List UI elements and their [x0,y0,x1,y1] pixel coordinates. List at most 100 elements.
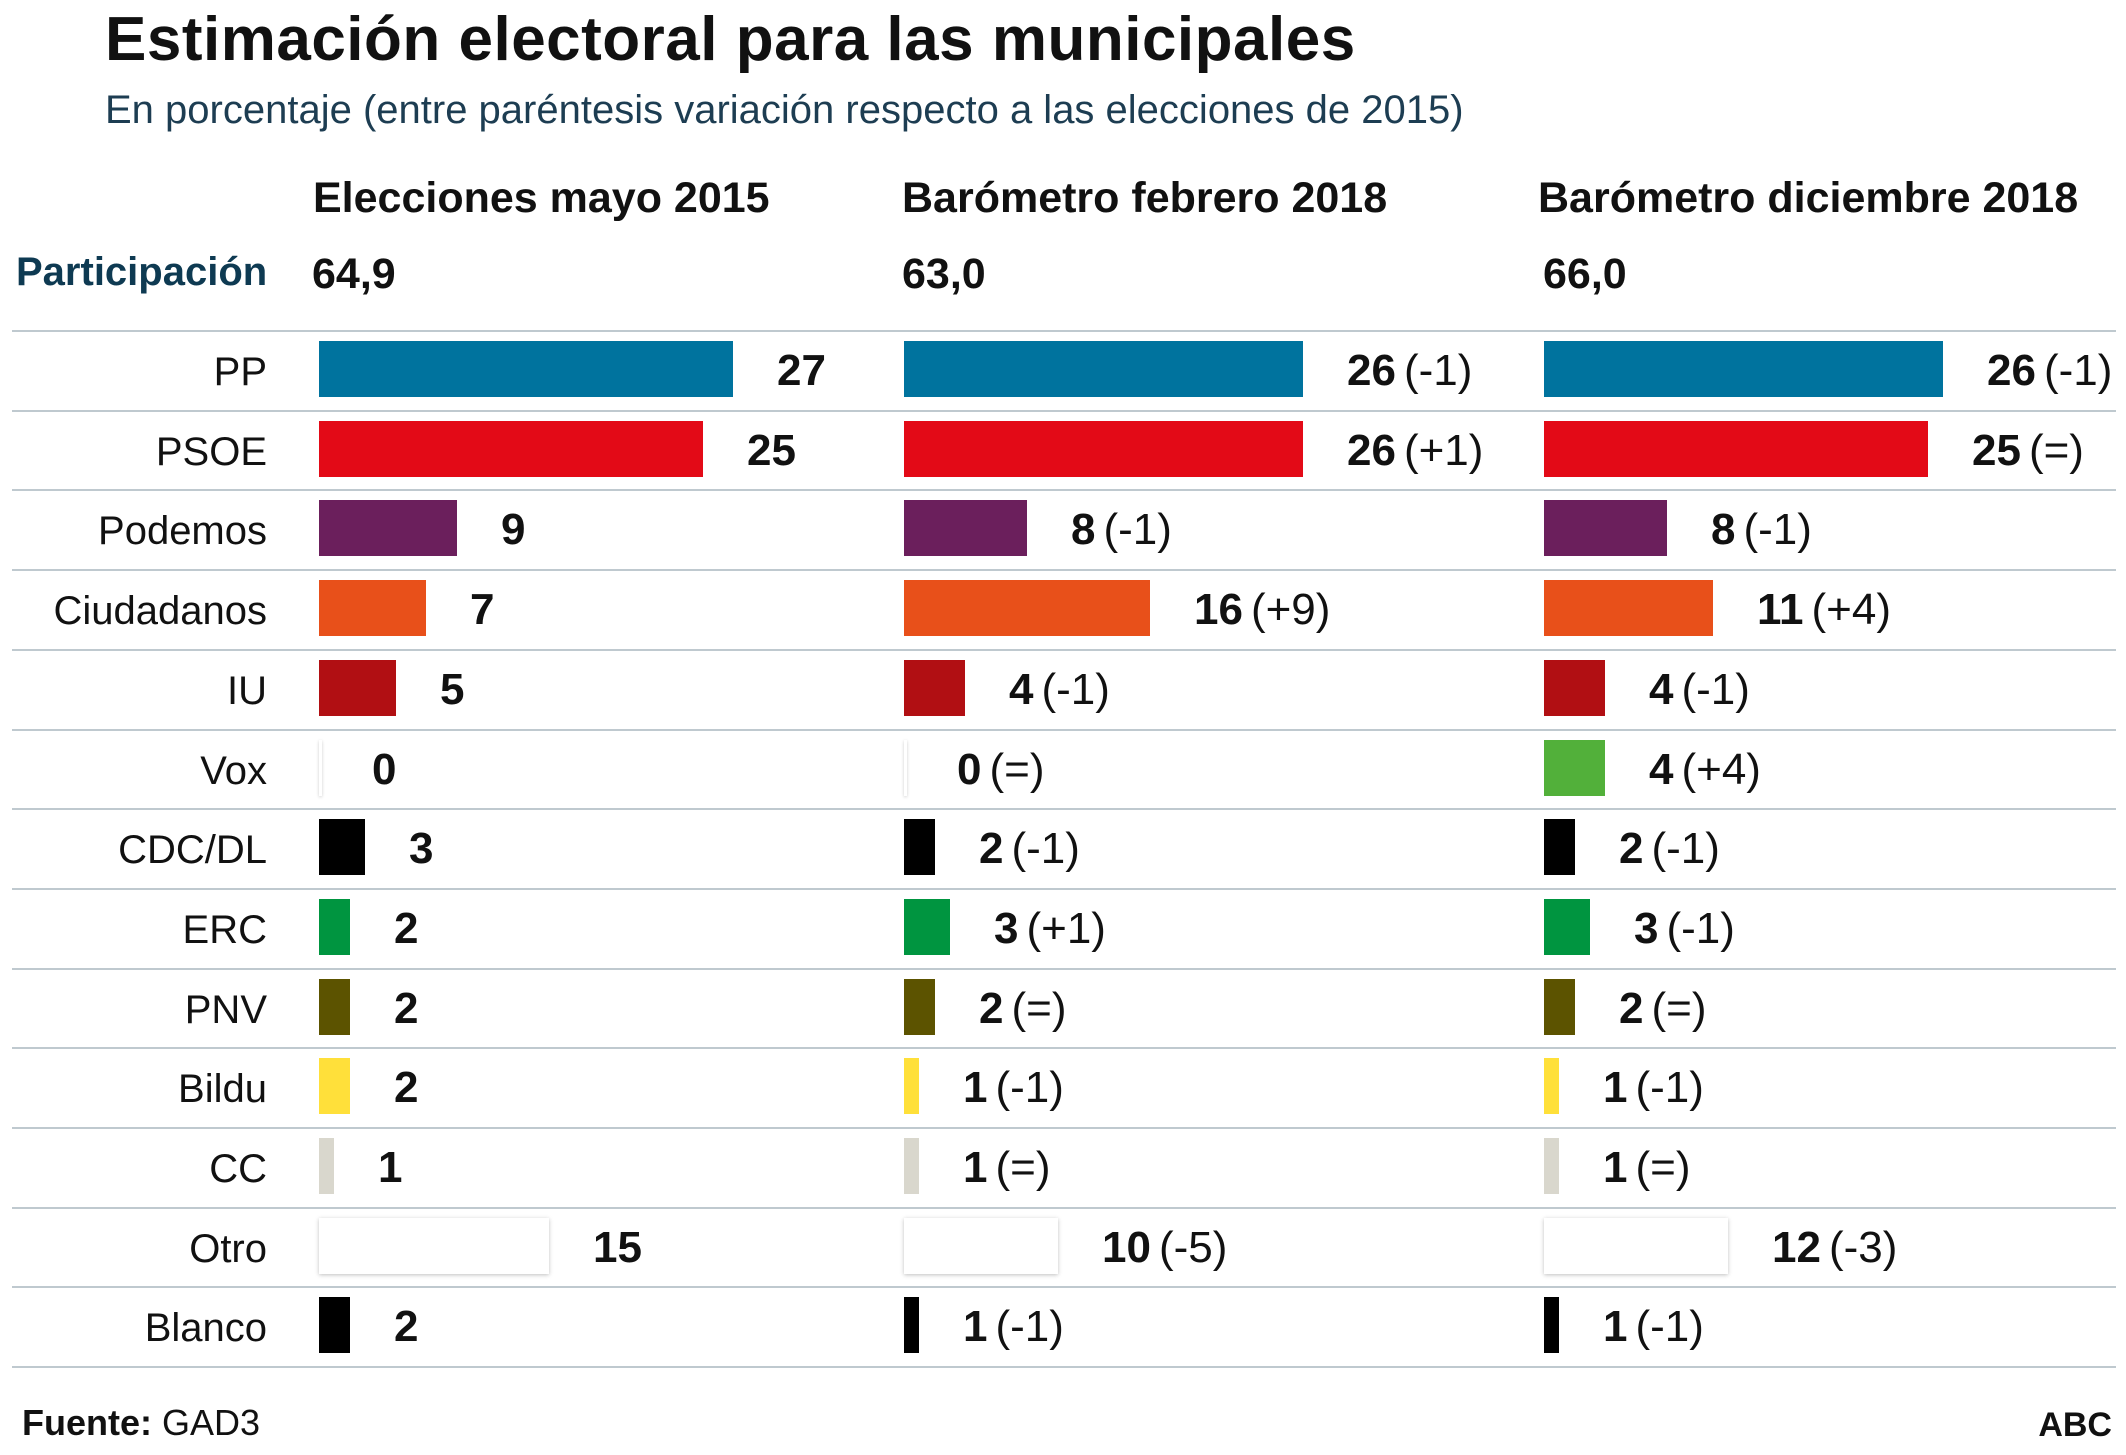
bar [904,1218,1058,1274]
bar [904,1138,919,1194]
change-label: (-3) [1828,1223,1898,1272]
bar [319,819,365,875]
bar [904,341,1303,397]
bar-value-label: 1 (-1) [963,1302,1064,1351]
change-label: (-1) [1651,824,1720,873]
bar-value-label: 12 (-3) [1772,1223,1898,1272]
row-divider [12,729,2116,731]
bar-value-label: 0 [372,745,397,794]
party-label: CDC/DL [118,828,267,872]
change-label: (=) [995,1143,1051,1192]
bar-value-label: 1 (-1) [963,1063,1064,1112]
bar [1544,580,1713,636]
row-divider [12,808,2116,810]
bar [1544,819,1575,875]
source-note: Fuente: GAD3 [22,1402,260,1444]
bar-value-label: 26 (+1) [1347,426,1484,475]
change-label: (+1) [1403,426,1484,475]
party-label: ERC [182,908,267,952]
bar-value-label: 26 (-1) [1347,346,1473,395]
change-label: (-1) [1103,505,1172,554]
row-divider [12,410,2116,412]
row-divider [12,1047,2116,1049]
bar [904,740,907,796]
party-label: IU [227,669,267,713]
change-label: (=) [989,745,1045,794]
bar [904,1297,919,1353]
chart-subtitle: En porcentaje (entre paréntesis variació… [105,88,1464,132]
bar [904,580,1150,636]
party-label: PP [213,350,267,394]
change-label: (-1) [1666,904,1735,953]
change-label: (-1) [995,1063,1064,1112]
bar-value-label: 16 (+9) [1194,585,1331,634]
bar [1544,660,1605,716]
row-divider [12,1207,2116,1209]
source-label: Fuente: [22,1402,152,1443]
bar-value-label: 5 [440,665,465,714]
bar-value-label: 25 [747,426,796,475]
change-label: (-1) [1635,1302,1704,1351]
bar-value-label: 1 [378,1143,403,1192]
source-name: GAD3 [162,1402,261,1443]
row-divider [12,888,2116,890]
participation-value-dec-2018: 66,0 [1543,250,1627,298]
party-label: PNV [184,988,267,1032]
bar-value-label: 2 (-1) [1619,824,1720,873]
bar [1544,341,1943,397]
party-label: PSOE [155,430,267,474]
bar-value-label: 2 (=) [979,984,1067,1033]
bar [319,740,322,796]
bar-value-label: 4 (-1) [1009,665,1110,714]
change-label: (-1) [2043,346,2113,395]
bar-value-label: 27 [777,346,826,395]
bar [904,500,1027,556]
bar-value-label: 4 (-1) [1649,665,1750,714]
bar [1544,899,1590,955]
change-label: (-1) [1011,824,1080,873]
change-label: (+4) [1681,745,1761,794]
bar-value-label: 2 (-1) [979,824,1080,873]
row-divider [12,1366,2116,1368]
bar-value-label: 26 (-1) [1987,346,2113,395]
party-label: Vox [200,749,267,793]
bar-value-label: 8 (-1) [1711,505,1812,554]
bar [904,1058,919,1114]
bar [1544,979,1575,1035]
bar-value-label: 2 [394,904,419,953]
bar [1544,1297,1559,1353]
bar [1544,1138,1559,1194]
bar [319,1058,350,1114]
bar [319,580,426,636]
bar-value-label: 3 (-1) [1634,904,1735,953]
bar-value-label: 7 [470,585,495,634]
party-label: Bildu [178,1067,267,1111]
bar [904,899,950,955]
bar-value-label: 1 (-1) [1603,1063,1704,1112]
change-label: (-5) [1158,1223,1228,1272]
bar [319,660,396,716]
row-divider [12,1286,2116,1288]
participation-label: Participación [16,250,268,294]
bar [1544,1218,1728,1274]
bar-value-label: 2 [394,1302,419,1351]
party-label: Otro [189,1227,267,1271]
bar-value-label: 15 [593,1223,642,1272]
row-divider [12,968,2116,970]
change-label: (=) [1011,984,1067,1033]
row-divider [12,569,2116,571]
party-label: Ciudadanos [53,589,268,633]
bar-value-label: 10 (-5) [1102,1223,1228,1272]
bar [1544,1058,1559,1114]
change-label: (=) [1635,1143,1691,1192]
bar [319,341,733,397]
party-label: Blanco [144,1306,267,1350]
participation-value-feb-2018: 63,0 [902,250,986,298]
participation-value-2015: 64,9 [312,250,396,298]
row-divider [12,649,2116,651]
bar-value-label: 2 [394,984,419,1033]
bar [1544,740,1605,796]
column-header-feb-2018: Barómetro febrero 2018 [902,174,1388,222]
bar [319,1297,350,1353]
